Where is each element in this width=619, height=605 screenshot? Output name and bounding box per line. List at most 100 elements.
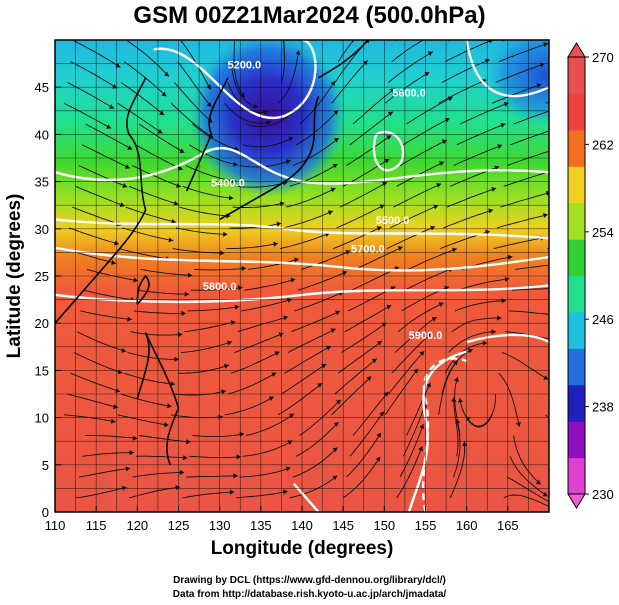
streamline-arrowhead xyxy=(227,340,232,346)
streamline xyxy=(279,232,330,250)
streamline xyxy=(125,206,177,223)
streamline-arrowhead xyxy=(332,475,338,481)
streamline xyxy=(175,227,228,235)
streamline-arrowhead xyxy=(186,439,191,445)
streamline xyxy=(394,316,438,353)
streamline xyxy=(496,214,548,229)
streamline-arrowhead xyxy=(271,372,277,377)
streamline-arrowhead xyxy=(562,261,567,266)
x-tick-label: 160 xyxy=(456,518,478,533)
colorbar-tick-label: 270 xyxy=(592,50,614,65)
streamline xyxy=(501,40,506,42)
streamline xyxy=(344,304,392,333)
streamline-arrowhead xyxy=(430,225,435,231)
streamline-arrowhead xyxy=(175,485,181,491)
credit-drawing: Drawing by DCL (https://www.gfd-dennou.o… xyxy=(173,575,446,586)
streamline-arrowhead xyxy=(552,147,557,152)
streamline xyxy=(80,310,132,320)
colorbar-segment xyxy=(568,348,585,386)
streamline xyxy=(389,204,439,229)
streamline-arrowhead xyxy=(413,368,418,374)
streamline xyxy=(352,88,395,125)
streamline-arrowhead xyxy=(376,432,381,438)
streamline xyxy=(349,111,394,146)
height-contour xyxy=(466,333,549,344)
streamline xyxy=(406,96,454,125)
streamline-arrowhead xyxy=(606,337,611,342)
streamline xyxy=(236,490,288,499)
streamline xyxy=(402,402,427,457)
streamline xyxy=(446,187,497,208)
streamline xyxy=(394,40,397,42)
streamline xyxy=(127,352,179,360)
streamline-arrowhead xyxy=(439,161,444,166)
streamline-arrowhead xyxy=(543,375,549,380)
streamline-arrowhead xyxy=(418,446,423,452)
streamline-arrowhead xyxy=(507,254,513,260)
streamline xyxy=(224,102,272,124)
colorbar-segment xyxy=(568,457,585,495)
streamline xyxy=(398,302,444,333)
streamline xyxy=(498,372,520,427)
y-axis: 0 5 10 15 20 25 30 35 40 45 xyxy=(35,80,61,520)
streamline xyxy=(388,350,425,395)
streamline xyxy=(85,123,133,150)
streamline-arrowhead xyxy=(110,418,116,424)
streamline xyxy=(185,475,238,478)
streamline xyxy=(331,60,369,104)
streamline xyxy=(182,491,235,499)
contour-label: 5700.0 xyxy=(351,243,385,255)
streamline xyxy=(449,441,466,498)
streamline-arrowhead xyxy=(425,333,431,339)
streamline-arrowhead xyxy=(274,351,280,356)
height-contour xyxy=(55,246,549,272)
x-tick-label: 145 xyxy=(332,518,354,533)
streamline xyxy=(67,82,115,109)
streamline-arrowhead xyxy=(330,81,336,86)
colorbar-segment xyxy=(568,239,585,277)
streamline-arrowhead xyxy=(441,139,447,145)
streamline xyxy=(241,298,293,312)
streamline xyxy=(291,310,341,333)
streamline-arrowhead xyxy=(228,195,234,201)
streamline-arrowhead xyxy=(433,204,439,210)
streamline-arrowhead xyxy=(168,237,174,243)
streamline-arrowhead xyxy=(390,286,396,291)
streamline-arrowhead xyxy=(462,441,468,447)
streamline-arrowhead xyxy=(230,320,236,326)
streamline xyxy=(188,144,238,166)
streamline-arrowhead xyxy=(285,159,291,165)
streamline-arrowhead xyxy=(234,304,240,310)
streamline-arrowhead xyxy=(253,103,259,109)
streamline xyxy=(508,310,549,315)
streamline xyxy=(510,130,549,146)
streamline-arrowhead xyxy=(133,277,138,283)
streamline-arrowhead xyxy=(591,85,596,90)
streamline xyxy=(386,226,436,250)
colorbar-segment xyxy=(568,311,585,349)
streamline xyxy=(299,399,342,436)
streamline-arrowhead xyxy=(369,19,374,24)
streamline xyxy=(226,243,278,250)
streamline-arrowhead xyxy=(389,88,395,94)
streamline-arrowhead xyxy=(177,165,183,171)
streamline xyxy=(341,322,387,353)
streamline xyxy=(177,364,230,374)
streamline xyxy=(283,40,286,62)
y-tick-label: 40 xyxy=(35,127,49,142)
streamline-arrowhead xyxy=(387,111,393,117)
streamline-arrowhead xyxy=(293,257,299,263)
streamline-arrowhead xyxy=(273,241,278,247)
streamline xyxy=(453,397,459,457)
streamline-arrowhead xyxy=(206,101,212,107)
streamline-arrowhead xyxy=(545,190,549,196)
streamline-arrowhead xyxy=(609,128,614,133)
streamline-arrowhead xyxy=(452,247,457,253)
streamline-arrowhead xyxy=(436,13,441,18)
streamline-arrowhead xyxy=(283,489,288,495)
streamline xyxy=(286,187,336,208)
streamline xyxy=(137,289,190,295)
streamline-arrowhead xyxy=(597,44,602,49)
streamline xyxy=(277,50,300,104)
streamline-arrowhead xyxy=(283,315,288,321)
